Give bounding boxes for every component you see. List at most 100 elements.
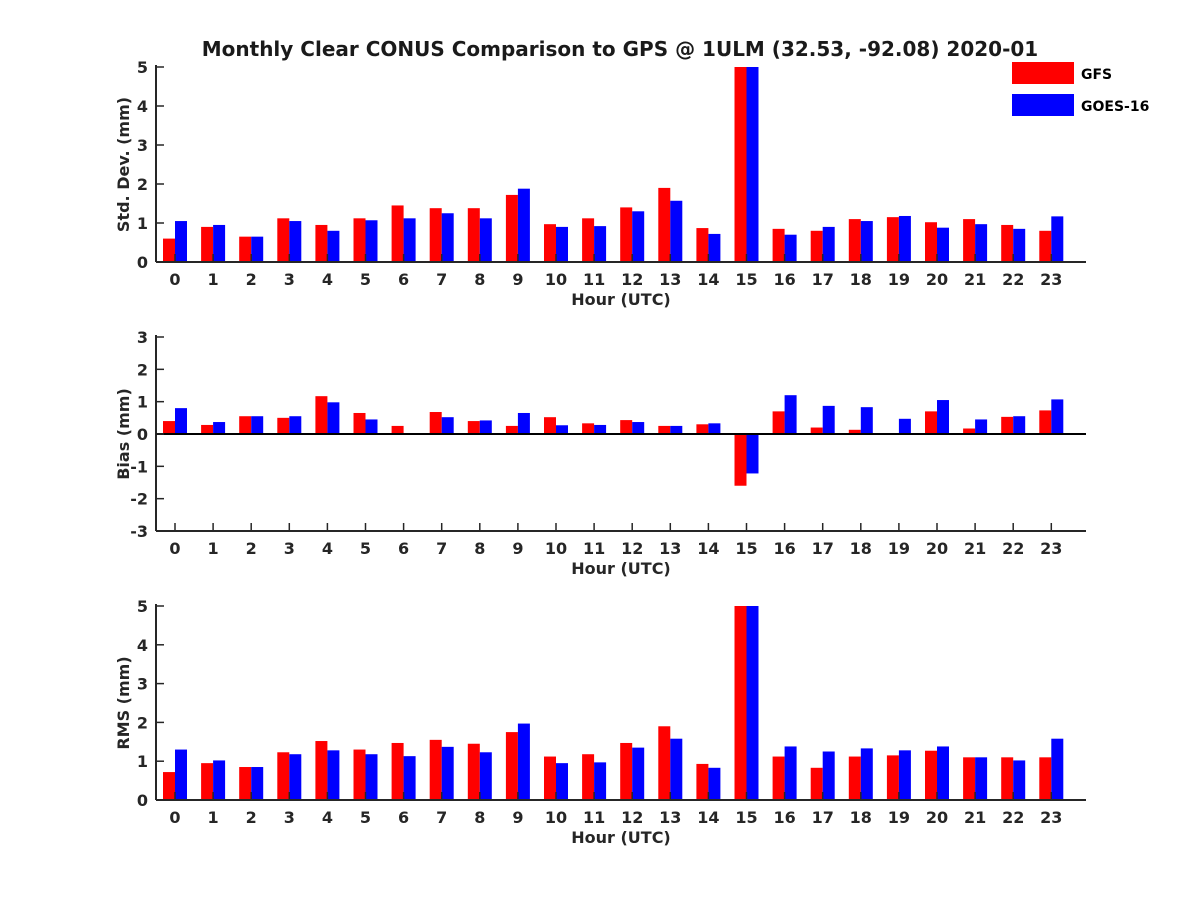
x-tick-label-bias-19: 19 (888, 539, 910, 558)
bar-bias-goes16-hour-4 (327, 402, 340, 434)
x-tick-label-bias-11: 11 (583, 539, 605, 558)
bar-rms-goes16-hour-5 (365, 754, 378, 800)
bar-stddev-gfs-hour-23 (1039, 230, 1052, 262)
legend-label-goes16: GOES-16 (1081, 99, 1149, 115)
bar-rms-goes16-hour-8 (479, 752, 492, 800)
x-tick-label-stddev-17: 17 (812, 270, 834, 289)
bar-bias-gfs-hour-2 (239, 416, 252, 434)
bar-stddev-gfs-hour-4 (315, 224, 328, 262)
bar-bias-gfs-hour-17 (810, 427, 823, 434)
bar-bias-gfs-hour-22 (1001, 416, 1014, 434)
x-tick-label-stddev-4: 4 (322, 270, 333, 289)
y-tick-label-rms-2: 2 (137, 713, 148, 732)
bar-stddev-goes16-hour-17 (822, 226, 835, 262)
bar-stddev-gfs-hour-15 (734, 67, 747, 262)
bar-rms-gfs-hour-2 (239, 767, 252, 800)
y-axis-label-stddev: Std. Dev. (mm) (114, 97, 133, 232)
bar-stddev-goes16-hour-18 (860, 221, 873, 262)
bar-bias-gfs-hour-9 (505, 425, 518, 434)
y-tick-label-bias-0: 0 (137, 425, 148, 444)
bar-bias-goes16-hour-13 (670, 425, 683, 434)
x-axis-label-stddev: Hour (UTC) (571, 290, 671, 309)
x-axis-label-rms: Hour (UTC) (571, 828, 671, 847)
y-tick-label-stddev-5: 5 (137, 58, 148, 77)
bar-rms-goes16-hour-12 (632, 747, 645, 800)
y-tick-label-rms-3: 3 (137, 675, 148, 694)
x-tick-label-stddev-10: 10 (545, 270, 567, 289)
y-tick-label-rms-4: 4 (137, 636, 148, 655)
bar-stddev-goes16-hour-23 (1051, 216, 1064, 262)
x-tick-label-bias-15: 15 (735, 539, 757, 558)
x-tick-label-rms-3: 3 (284, 808, 295, 827)
bar-bias-gfs-hour-3 (277, 417, 290, 434)
bar-rms-goes16-hour-14 (708, 767, 721, 800)
bar-stddev-gfs-hour-19 (886, 217, 899, 262)
x-tick-label-rms-6: 6 (398, 808, 409, 827)
bar-bias-goes16-hour-15 (746, 434, 759, 474)
y-tick-label-bias--2: -2 (130, 490, 148, 509)
y-tick-label-rms-5: 5 (137, 597, 148, 616)
x-tick-label-bias-20: 20 (926, 539, 948, 558)
x-tick-label-bias-7: 7 (436, 539, 447, 558)
bar-stddev-goes16-hour-2 (251, 236, 264, 262)
x-tick-label-bias-0: 0 (169, 539, 180, 558)
x-tick-label-bias-8: 8 (474, 539, 485, 558)
x-tick-label-bias-10: 10 (545, 539, 567, 558)
bar-stddev-gfs-hour-8 (467, 208, 480, 262)
x-tick-label-rms-22: 22 (1002, 808, 1024, 827)
bar-stddev-goes16-hour-16 (784, 234, 797, 262)
x-tick-label-bias-12: 12 (621, 539, 643, 558)
y-tick-label-rms-0: 0 (137, 791, 148, 810)
bar-bias-goes16-hour-17 (822, 405, 835, 434)
x-tick-label-rms-14: 14 (697, 808, 719, 827)
bar-rms-gfs-hour-21 (963, 757, 976, 800)
bar-stddev-gfs-hour-11 (582, 218, 595, 262)
legend: GFS GOES-16 (1012, 62, 1149, 116)
x-tick-label-bias-22: 22 (1002, 539, 1024, 558)
bar-rms-goes16-hour-21 (975, 757, 988, 800)
bar-bias-gfs-hour-11 (582, 423, 595, 434)
bar-stddev-goes16-hour-19 (898, 215, 911, 262)
bar-rms-goes16-hour-4 (327, 750, 340, 800)
bar-stddev-gfs-hour-22 (1001, 224, 1014, 262)
bar-stddev-goes16-hour-6 (403, 218, 416, 262)
x-tick-label-rms-13: 13 (659, 808, 681, 827)
bar-rms-goes16-hour-6 (403, 756, 416, 800)
bar-rms-gfs-hour-6 (391, 742, 404, 800)
bar-rms-goes16-hour-1 (213, 760, 226, 800)
bar-rms-goes16-hour-19 (898, 750, 911, 800)
bar-stddev-goes16-hour-4 (327, 230, 340, 262)
y-axis-label-rms: RMS (mm) (114, 656, 133, 749)
bar-bias-goes16-hour-10 (556, 425, 568, 434)
x-tick-label-stddev-5: 5 (360, 270, 371, 289)
bar-rms-goes16-hour-9 (517, 723, 530, 800)
x-tick-label-stddev-7: 7 (436, 270, 447, 289)
x-tick-label-stddev-22: 22 (1002, 270, 1024, 289)
y-tick-label-rms-1: 1 (137, 752, 148, 771)
x-tick-label-bias-21: 21 (964, 539, 986, 558)
bar-stddev-goes16-hour-7 (441, 213, 454, 262)
bar-bias-goes16-hour-14 (708, 423, 721, 434)
bar-rms-goes16-hour-17 (822, 751, 835, 800)
y-tick-label-stddev-1: 1 (137, 214, 148, 233)
y-tick-label-stddev-3: 3 (137, 136, 148, 155)
bar-stddev-gfs-hour-0 (163, 238, 175, 262)
bar-stddev-gfs-hour-3 (277, 218, 290, 262)
x-tick-label-stddev-20: 20 (926, 270, 948, 289)
x-tick-label-bias-18: 18 (850, 539, 872, 558)
x-tick-label-stddev-6: 6 (398, 270, 409, 289)
legend-label-gfs: GFS (1081, 67, 1112, 83)
bar-stddev-goes16-hour-1 (213, 224, 226, 262)
x-tick-label-rms-18: 18 (850, 808, 872, 827)
bar-stddev-goes16-hour-12 (632, 211, 645, 262)
bar-bias-gfs-hour-5 (353, 412, 366, 434)
bar-stddev-gfs-hour-17 (810, 230, 823, 262)
x-tick-label-rms-16: 16 (773, 808, 795, 827)
x-tick-label-stddev-15: 15 (735, 270, 757, 289)
y-tick-label-bias--3: -3 (130, 522, 148, 541)
x-tick-label-rms-17: 17 (812, 808, 834, 827)
x-tick-label-bias-14: 14 (697, 539, 719, 558)
x-tick-label-stddev-19: 19 (888, 270, 910, 289)
